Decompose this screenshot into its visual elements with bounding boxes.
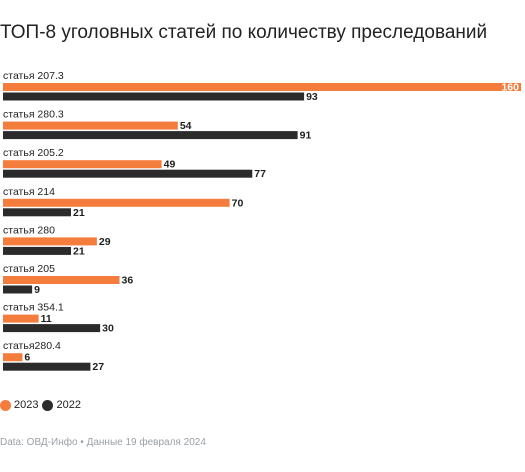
legend-item-2023[interactable]: 2023 xyxy=(0,399,38,411)
bar-2022[interactable] xyxy=(3,324,101,333)
bar-2022[interactable] xyxy=(3,131,298,140)
bar-2023[interactable] xyxy=(3,237,97,246)
bar-2022[interactable] xyxy=(3,362,91,371)
legend-swatch-2023 xyxy=(0,399,11,411)
legend: 2023 2022 xyxy=(0,399,85,411)
value-label: 21 xyxy=(73,207,85,219)
bar-2022[interactable] xyxy=(3,246,71,255)
value-label: 11 xyxy=(41,313,52,325)
bar-2023[interactable] xyxy=(3,198,230,207)
category-label: статья280.4 xyxy=(3,340,61,352)
value-label: 27 xyxy=(92,361,104,373)
bar-2023[interactable] xyxy=(3,83,521,91)
category-label: статья 280 xyxy=(3,224,55,236)
source-note: Data: ОВД-Инфо • Данные 19 февраля 2024 xyxy=(0,437,206,448)
value-label: 91 xyxy=(300,130,312,142)
bar-2023[interactable] xyxy=(3,160,162,169)
value-label: 6 xyxy=(24,352,30,364)
value-label: 21 xyxy=(73,245,85,257)
value-label: 70 xyxy=(232,197,244,209)
bar-2023[interactable] xyxy=(3,314,39,323)
category-label: статья 214 xyxy=(3,186,55,198)
value-label: 93 xyxy=(306,91,318,103)
legend-item-2022[interactable]: 2022 xyxy=(42,399,81,411)
bar-2023[interactable] xyxy=(3,353,23,362)
category-label: статья 354.1 xyxy=(3,302,64,314)
value-label: 77 xyxy=(254,168,266,180)
value-label: 54 xyxy=(180,120,192,132)
category-label: статья 205 xyxy=(3,263,55,275)
value-label: 9 xyxy=(34,284,40,296)
bar-2023[interactable] xyxy=(3,276,120,284)
bar-2022[interactable] xyxy=(3,208,71,217)
bar-2022[interactable] xyxy=(3,169,253,178)
value-label: 29 xyxy=(99,236,111,248)
category-label: статья 205.2 xyxy=(3,147,64,159)
value-label: 160 xyxy=(501,82,519,94)
chart-title: ТОП-8 уголовных статей по количеству пре… xyxy=(0,22,488,43)
legend-swatch-2022 xyxy=(42,399,54,411)
legend-label-2023: 2023 xyxy=(14,399,39,411)
bar-2023[interactable] xyxy=(3,121,178,130)
value-label: 49 xyxy=(164,159,176,171)
value-label: 30 xyxy=(102,323,114,335)
legend-label-2022: 2022 xyxy=(56,399,81,411)
category-label: статья 280.3 xyxy=(3,109,64,121)
bar-2022[interactable] xyxy=(3,285,33,294)
bar-chart: статья 207.3 160 93 статья 280.3 54 91 статья … xyxy=(3,70,521,373)
category-label: статья 207.3 xyxy=(3,70,64,82)
value-label: 36 xyxy=(122,275,134,287)
bar-2022[interactable] xyxy=(3,92,305,101)
